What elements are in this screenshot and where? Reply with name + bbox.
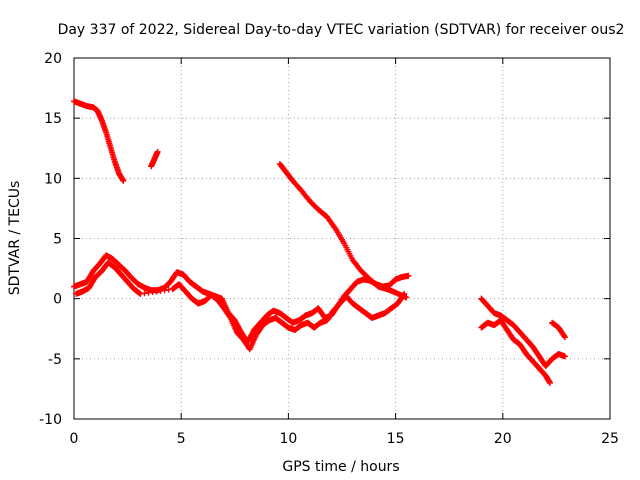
x-tick-label: 0	[70, 431, 79, 447]
series-arc-short-4h	[148, 148, 161, 170]
y-tick-label: 15	[44, 111, 62, 127]
x-tick-label: 10	[279, 431, 297, 447]
data-point	[405, 272, 412, 279]
data-point	[226, 313, 233, 320]
x-axis-label: GPS time / hours	[282, 459, 399, 475]
x-tick-label: 20	[494, 431, 512, 447]
series-arc-late-19-23h-a	[478, 295, 568, 370]
x-tick-label: 25	[601, 431, 619, 447]
y-tick-label: 10	[44, 171, 62, 187]
y-tick-label: -5	[48, 352, 62, 368]
y-tick-label: 0	[53, 292, 62, 308]
y-tick-label: 5	[53, 232, 62, 248]
data-point	[400, 292, 407, 299]
series-arc-high-early	[71, 98, 127, 184]
data-points	[71, 98, 568, 386]
data-point	[561, 334, 568, 341]
y-axis-label: SDTVAR / TECUs	[7, 181, 23, 296]
series-arc-low-0-16h-b	[73, 259, 408, 353]
y-tick-label: -10	[39, 412, 62, 428]
data-point	[154, 148, 161, 155]
axis-ticks: 0 5 10 15 20 25 -10 -5 0 5 10 15 20	[39, 51, 619, 447]
series-arc-descending-10h	[276, 160, 410, 301]
series-arc-short-22.5h	[549, 319, 568, 341]
data-point	[401, 290, 408, 297]
y-tick-label: 20	[44, 51, 62, 67]
chart-title: Day 337 of 2022, Sidereal Day-to-day VTE…	[58, 22, 625, 38]
series-arc-late-19-23h-b	[478, 317, 553, 386]
x-tick-label: 5	[177, 431, 186, 447]
data-point	[546, 379, 553, 386]
data-point	[561, 353, 568, 360]
data-point	[120, 177, 127, 184]
data-point	[561, 332, 568, 339]
x-tick-label: 15	[387, 431, 405, 447]
